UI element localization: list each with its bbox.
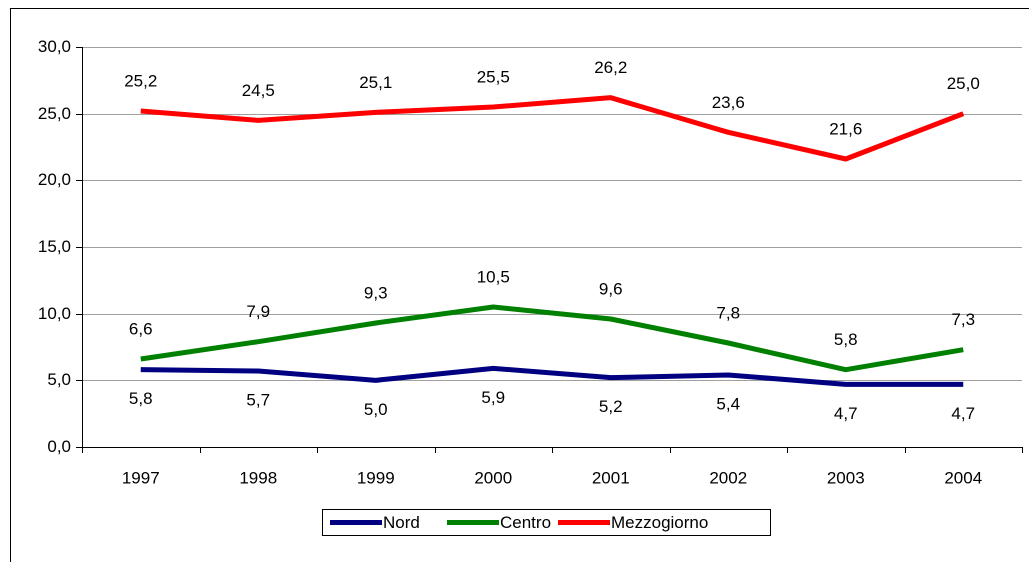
y-tick-label: 0,0 <box>47 437 71 456</box>
data-label: 4,7 <box>951 404 975 423</box>
y-tick-label: 30,0 <box>38 37 71 56</box>
x-tick-label: 2004 <box>944 468 982 487</box>
data-label: 7,3 <box>951 310 975 329</box>
data-label: 5,8 <box>834 330 858 349</box>
data-label: 23,6 <box>712 93 745 112</box>
series-line <box>140 95 965 162</box>
data-label: 4,7 <box>834 404 858 423</box>
data-label: 7,8 <box>716 303 740 322</box>
x-tick-label: 1998 <box>239 468 277 487</box>
x-tick-label: 2000 <box>474 468 512 487</box>
legend-box <box>322 509 771 536</box>
x-tick-label: 2001 <box>592 468 630 487</box>
data-label: 5,7 <box>246 390 270 409</box>
y-tick-label: 20,0 <box>38 170 71 189</box>
data-label: 10,5 <box>477 267 510 286</box>
data-label: 25,2 <box>124 71 157 90</box>
legend-label: Mezzogiorno <box>611 513 708 532</box>
x-tick-label: 2002 <box>709 468 747 487</box>
data-label: 24,5 <box>242 81 275 100</box>
data-label: 25,5 <box>477 67 510 86</box>
data-label: 9,3 <box>364 283 388 302</box>
data-label: 5,9 <box>481 388 505 407</box>
x-tick-label: 2003 <box>827 468 865 487</box>
x-tick-label: 1997 <box>122 468 160 487</box>
data-label: 21,6 <box>829 119 862 138</box>
data-label: 7,9 <box>246 302 270 321</box>
data-label: 26,2 <box>594 58 627 77</box>
data-label: 5,0 <box>364 400 388 419</box>
series-line <box>140 304 964 373</box>
y-tick-label: 25,0 <box>38 104 71 123</box>
y-tick-label: 5,0 <box>47 370 71 389</box>
data-label: 25,1 <box>359 73 392 92</box>
chart-frame <box>10 8 1029 562</box>
data-label: 25,0 <box>947 74 980 93</box>
y-tick-label: 15,0 <box>38 237 71 256</box>
series-line <box>140 365 964 387</box>
data-label: 5,8 <box>129 389 153 408</box>
data-label: 6,6 <box>129 319 153 338</box>
data-label: 5,2 <box>599 397 623 416</box>
data-label: 5,4 <box>716 394 740 413</box>
legend-label: Nord <box>383 513 420 532</box>
x-tick-label: 1999 <box>357 468 395 487</box>
data-label: 9,6 <box>599 279 623 298</box>
y-tick-label: 10,0 <box>38 304 71 323</box>
legend-label: Centro <box>500 513 551 532</box>
